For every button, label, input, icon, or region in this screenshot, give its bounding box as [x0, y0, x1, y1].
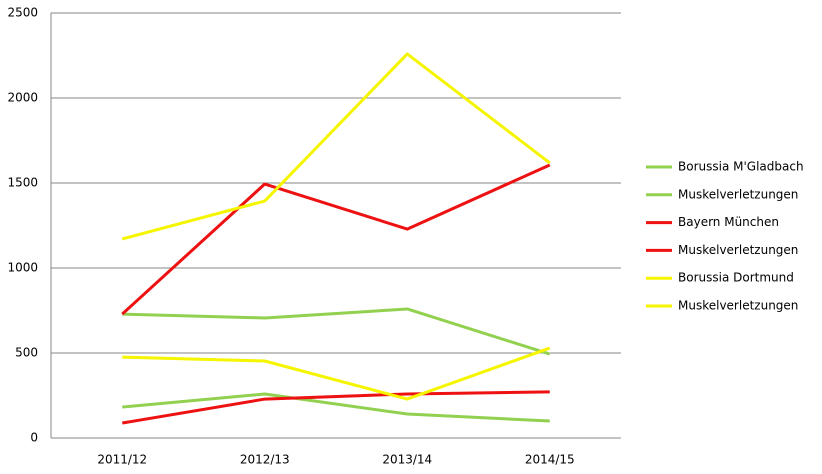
series-line [122, 307, 551, 356]
series-line [122, 346, 551, 401]
series-line [122, 390, 550, 425]
legend-label: Bayern München [678, 215, 779, 229]
y-tick-label: 1000 [7, 261, 38, 275]
y-tick-label: 0 [30, 431, 38, 445]
series-line [122, 392, 550, 423]
x-tick-label: 2014/15 [525, 453, 575, 467]
legend-label: Muskelverletzungen [678, 187, 798, 201]
x-tick-label: 2012/13 [240, 453, 290, 467]
y-tick-label: 2500 [7, 6, 38, 20]
legend-label: Muskelverletzungen [678, 243, 798, 257]
y-tick-label: 1500 [7, 176, 38, 190]
legend-label: Muskelverletzungen [678, 299, 798, 313]
y-tick-label: 500 [15, 346, 38, 360]
y-tick-label: 2000 [7, 91, 38, 105]
x-tick-label: 2013/14 [382, 453, 432, 467]
series-line [121, 52, 551, 241]
legend-label: Borussia M'Gladbach [678, 160, 804, 174]
legend-label: Borussia Dortmund [678, 271, 794, 285]
series-line [121, 163, 551, 316]
x-tick-label: 2011/12 [97, 453, 147, 467]
